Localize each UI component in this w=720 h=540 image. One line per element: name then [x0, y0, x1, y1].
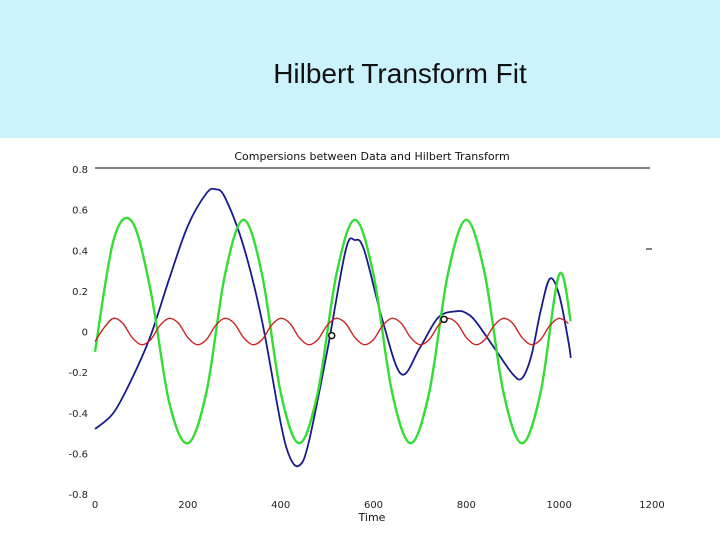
x-axis-label: Time [358, 511, 386, 524]
series-line-fit [93, 216, 572, 445]
slide-title: Hilbert Transform Fit [273, 58, 527, 89]
chart-title: Compersions between Data and Hilbert Tra… [234, 150, 509, 163]
x-tick-label: 400 [271, 500, 290, 511]
chart: Compersions between Data and Hilbert Tra… [68, 150, 665, 524]
x-tick-label: 600 [364, 500, 383, 511]
x-axis-ticks: 0 200 400 600 800 1000 1200 [92, 500, 665, 511]
x-tick-label: 200 [178, 500, 197, 511]
x-tick-label: 1200 [639, 500, 664, 511]
y-tick-label: 0.2 [72, 287, 88, 298]
marker-layer [327, 315, 448, 340]
title-band [0, 0, 720, 138]
data-point-marker [327, 331, 336, 340]
y-tick-label: 0.4 [72, 246, 88, 257]
series-line-data [94, 187, 572, 468]
y-tick-label: -0.6 [68, 449, 88, 460]
series-layer [93, 187, 572, 468]
y-tick-label: 0.6 [72, 206, 88, 217]
y-tick-label: -0.2 [68, 368, 88, 379]
x-tick-label: 800 [457, 500, 476, 511]
data-point-marker [440, 315, 448, 324]
x-tick-label: 0 [92, 500, 98, 511]
y-axis-ticks: -0.8 -0.6 -0.4 -0.2 0 0.2 0.4 0.6 0.8 [68, 165, 88, 501]
y-tick-label: -0.8 [68, 490, 88, 501]
series-line-residual [94, 317, 569, 346]
y-tick-label: 0.8 [72, 165, 88, 176]
y-tick-label: -0.4 [68, 409, 88, 420]
y-tick-label: 0 [82, 328, 88, 339]
x-tick-label: 1000 [546, 500, 571, 511]
